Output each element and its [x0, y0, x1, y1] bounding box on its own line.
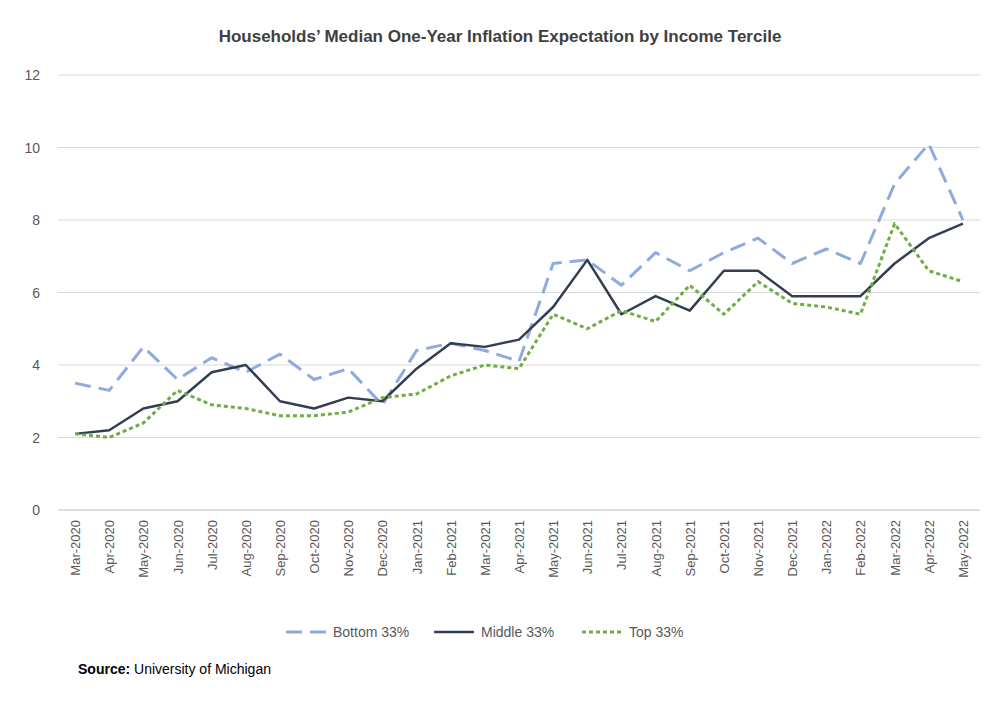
legend-swatch: [286, 631, 326, 634]
x-tick-label: Mar-2020: [68, 520, 83, 576]
x-tick-label: Apr-2020: [102, 520, 117, 573]
x-tick-label: Jul-2021: [614, 520, 629, 570]
x-tick-label: Oct-2021: [717, 520, 732, 573]
series-line: [75, 144, 963, 405]
chart-svg: Households’ Median One-Year Inflation Ex…: [0, 0, 1000, 708]
x-tick-label: May-2022: [956, 520, 971, 578]
x-tick-label: Jun-2021: [580, 520, 595, 574]
grid-line: [58, 75, 980, 76]
series-line: [75, 224, 963, 434]
x-tick-label: Apr-2022: [922, 520, 937, 573]
x-tick-label: Aug-2021: [649, 520, 664, 576]
x-tick-label: Jul-2020: [205, 520, 220, 570]
legend-swatch: [582, 631, 622, 634]
x-tick-label: Mar-2022: [888, 520, 903, 576]
x-tick-label: Dec-2020: [375, 520, 390, 576]
chart-title: Households’ Median One-Year Inflation Ex…: [219, 27, 782, 46]
x-tick-label: May-2020: [136, 520, 151, 578]
x-tick-label: Apr-2021: [512, 520, 527, 573]
x-tick-label: Nov-2021: [751, 520, 766, 576]
y-tick-label: 2: [32, 430, 40, 446]
grid-line: [58, 220, 980, 221]
x-tick-label: Jan-2021: [410, 520, 425, 574]
x-tick-label: Sep-2020: [273, 520, 288, 576]
x-tick-label: Oct-2020: [307, 520, 322, 573]
chart-container: Households’ Median One-Year Inflation Ex…: [0, 0, 1000, 708]
grid-line: [58, 510, 980, 511]
x-tick-label: Dec-2021: [785, 520, 800, 576]
y-tick-label: 4: [32, 357, 40, 373]
annotation: Source:: [78, 661, 130, 677]
legend: Bottom 33% Middle 33% Top 33%: [286, 624, 683, 640]
x-tick-label: Feb-2021: [444, 520, 459, 576]
y-axis-line: [58, 75, 59, 510]
grid-line: [58, 147, 980, 148]
source-note: Source: University of Michigan: [78, 661, 271, 677]
x-tick-label: Jun-2020: [171, 520, 186, 574]
grid-line: [58, 365, 980, 366]
legend-label: Middle 33%: [481, 624, 554, 640]
legend-label: Bottom 33%: [333, 624, 409, 640]
x-tick-label: Aug-2020: [239, 520, 254, 576]
legend-label: Top 33%: [629, 624, 683, 640]
annotation: University of Michigan: [130, 661, 271, 677]
grid-line: [58, 292, 980, 293]
y-tick-label: 8: [32, 212, 40, 228]
grid-line: [58, 437, 980, 438]
x-tick-label: Nov-2020: [341, 520, 356, 576]
grid: [58, 75, 980, 510]
lines: [75, 144, 963, 438]
x-tick-label: Mar-2021: [478, 520, 493, 576]
x-tick-label: May-2021: [546, 520, 561, 578]
x-tick-label: Jan-2022: [819, 520, 834, 574]
series-line: [75, 224, 963, 438]
legend-swatch: [434, 631, 474, 634]
y-tick-label: 0: [32, 502, 40, 518]
y-tick-label: 6: [32, 285, 40, 301]
y-tick-label: 12: [24, 67, 40, 83]
x-tick-label: Feb-2022: [853, 520, 868, 576]
y-tick-label: 10: [24, 140, 40, 156]
x-tick-label: Sep-2021: [683, 520, 698, 576]
